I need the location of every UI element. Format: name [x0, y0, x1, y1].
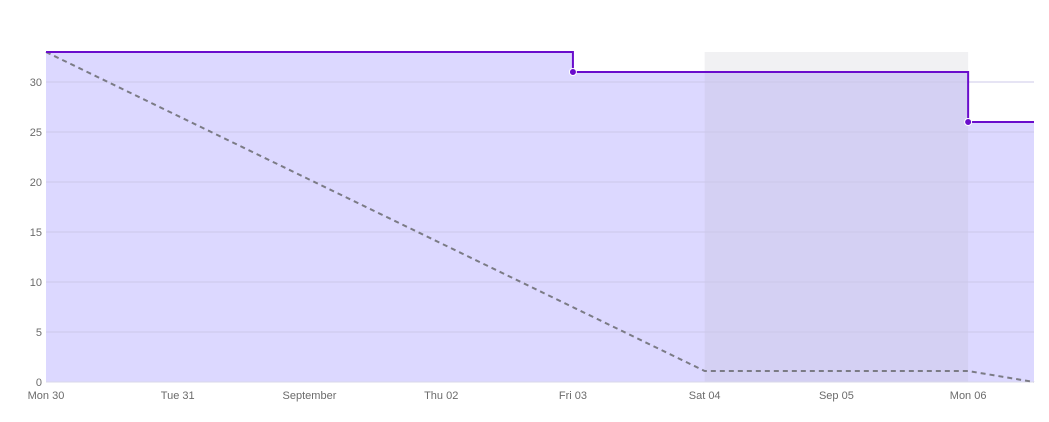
- y-tick-label: 10: [30, 277, 42, 289]
- data-point-marker: [568, 68, 577, 76]
- x-tick-label: Thu 02: [424, 390, 458, 402]
- y-tick-label: 25: [30, 127, 42, 139]
- remaining-line: [46, 51, 1034, 123]
- x-tick-label: Sat 04: [689, 390, 721, 402]
- y-tick-label: 30: [30, 77, 42, 89]
- ideal-guideline: [45, 51, 1035, 383]
- x-tick-label: September: [283, 390, 337, 402]
- y-tick-label: 15: [30, 227, 42, 239]
- x-tick-label: Fri 03: [559, 390, 587, 402]
- x-tick-label: Mon 30: [28, 390, 65, 402]
- x-tick-label: Mon 06: [950, 390, 987, 402]
- x-tick-label: Sep 05: [819, 390, 854, 402]
- data-point-marker: [964, 118, 973, 126]
- y-tick-label: 0: [36, 377, 42, 389]
- y-tick-label: 20: [30, 177, 42, 189]
- weekend-band-overlay: [704, 52, 969, 382]
- y-tick-label: 5: [36, 327, 42, 339]
- x-tick-label: Tue 31: [161, 390, 195, 402]
